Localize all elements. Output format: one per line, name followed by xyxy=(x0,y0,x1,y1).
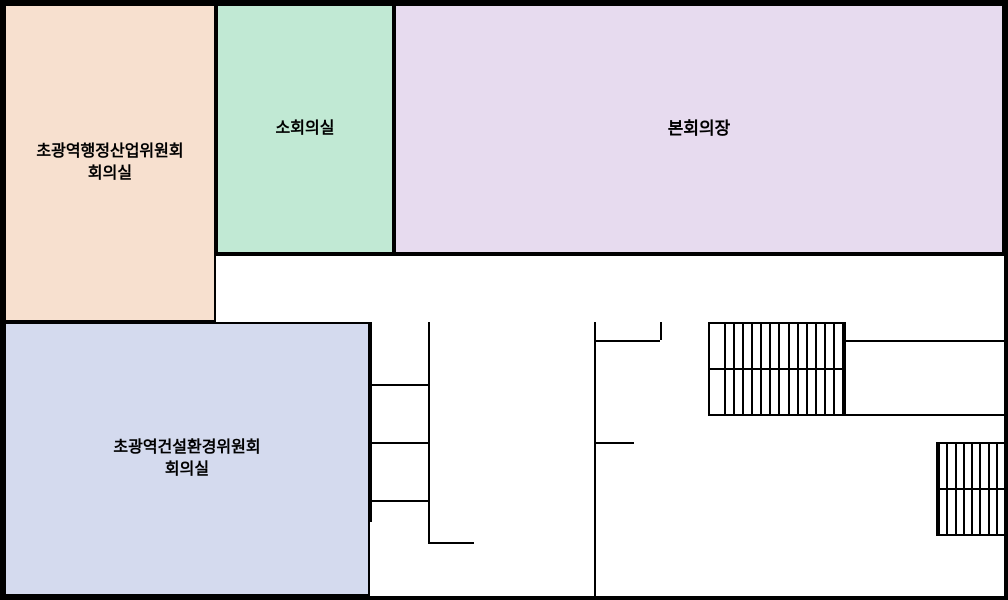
wall-c_vert xyxy=(370,322,372,522)
stairs-stair_2_lower xyxy=(938,490,1004,534)
stairs-stair_1_upper xyxy=(724,324,842,368)
room-label-committee-b: 초광역건설환경위원회 회의실 xyxy=(113,437,260,482)
wall-s2_box_bot xyxy=(936,534,1004,536)
wall-c_h_bot xyxy=(370,500,428,502)
room-label-main-hall: 본회의장 xyxy=(668,117,731,141)
wall-c_h_top xyxy=(370,384,428,386)
wall-r_h_below xyxy=(844,414,1004,416)
wall-m_inner_v xyxy=(660,322,662,340)
wall-c_h_mid xyxy=(370,442,428,444)
wall-m_h_intr xyxy=(594,442,634,444)
wall-m_h_top xyxy=(594,340,660,342)
room-small-conference: 소회의실 xyxy=(216,4,394,254)
room-committee-b: 초광역건설환경위원회 회의실 xyxy=(4,322,370,596)
wall-c_right_stub xyxy=(428,542,474,544)
wall-r_h_above xyxy=(844,340,1004,342)
room-main-hall: 본회의장 xyxy=(394,4,1004,254)
floor-plan: 초광역행정산업위원회 회의실 소회의실 본회의장 초광역건설환경위원회 회의실 xyxy=(0,0,1008,600)
room-label-committee-a: 초광역행정산업위원회 회의실 xyxy=(36,141,183,186)
wall-s1_box_bot xyxy=(708,414,846,416)
wall-c_inner_v xyxy=(428,322,430,542)
wall-m_vert xyxy=(594,322,596,596)
stairs-stair_1_lower xyxy=(724,370,842,414)
wall-corridor_top xyxy=(216,254,1004,256)
room-label-small-conference: 소회의실 xyxy=(276,118,335,140)
room-committee-a: 초광역행정산업위원회 회의실 xyxy=(4,4,216,322)
stairs-stair_2_upper xyxy=(938,444,1004,488)
